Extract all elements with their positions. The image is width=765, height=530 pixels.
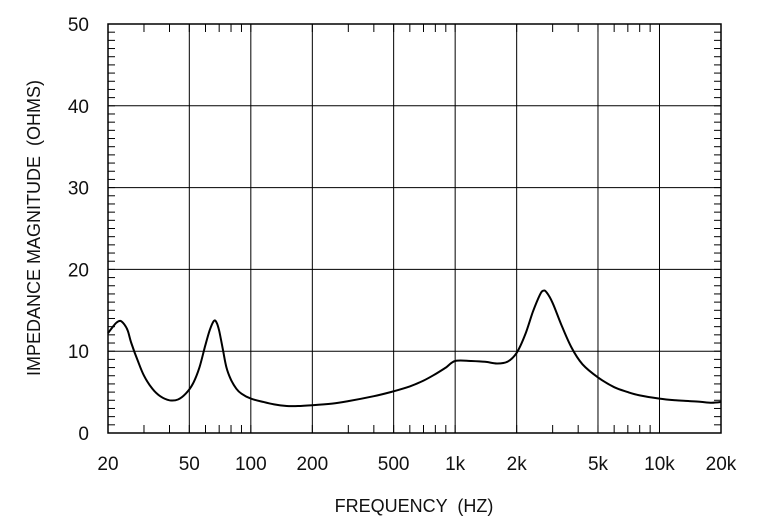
y-tick-label: 40: [68, 97, 89, 118]
grid-lines: [107, 23, 722, 434]
x-tick-label: 2k: [507, 454, 528, 475]
x-tick-label: 500: [378, 454, 410, 475]
x-tick-label: 20k: [706, 454, 737, 475]
x-tick-label: 100: [235, 454, 267, 475]
x-axis-tick-labels: 20 50 100 200 500 1k 2k 5k 10k 20k: [97, 454, 736, 475]
x-tick-label: 20: [97, 454, 118, 475]
x-tick-label: 1k: [445, 454, 466, 475]
y-tick-label: 50: [68, 15, 89, 36]
y-tick-label: 20: [68, 260, 89, 281]
minor-ticks: [107, 23, 722, 434]
x-tick-label: 5k: [588, 454, 609, 475]
x-axis-label: FREQUENCY (HZ): [335, 496, 494, 516]
impedance-curve: [107, 289, 722, 408]
y-tick-label: 0: [78, 424, 89, 445]
x-tick-label: 50: [179, 454, 200, 475]
plot-frame: [107, 23, 722, 434]
x-tick-label: 200: [296, 454, 328, 475]
y-axis-tick-labels: 0 10 20 30 40 50: [68, 15, 89, 445]
y-tick-label: 30: [68, 179, 89, 200]
x-tick-label: 10k: [644, 454, 675, 475]
y-axis-label: IMPEDANCE MAGNITUDE (OHMS): [24, 80, 44, 376]
y-tick-label: 10: [68, 342, 89, 363]
